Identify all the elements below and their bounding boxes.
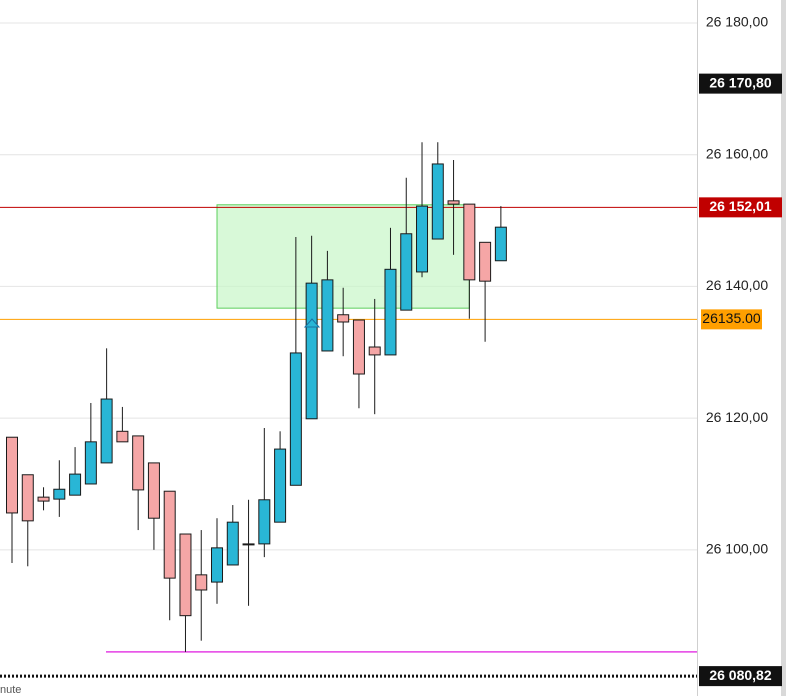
candle-body [132,435,145,491]
candle-body [416,205,429,273]
candle-body [321,279,334,352]
price-label-box [699,197,782,218]
candle-body [352,319,365,375]
candle-body [163,490,176,579]
scrollbar[interactable] [781,0,786,696]
candle-body [147,462,160,519]
price-label-box [699,73,782,94]
candle-body [337,314,350,323]
candle-body [447,200,460,205]
footer-text: nute [0,684,21,696]
candle-body [289,352,302,486]
price-label: 26 170,80 [709,74,771,90]
candle-body [84,441,97,485]
y-tick-label: 26 160,00 [706,145,768,161]
price-label-box [701,309,762,330]
price-label-box [699,666,782,687]
candle-body [226,521,239,566]
candle-body [116,430,129,443]
y-tick-label: 26 100,00 [706,541,768,557]
candle-body [400,233,413,311]
price-label: 26 152,01 [709,198,771,214]
candle-body [384,268,397,356]
candle-body [274,448,287,523]
y-tick-label: 26 120,00 [706,409,768,425]
candle-body [179,533,192,617]
marker [303,318,321,328]
candle-body [53,488,66,500]
candle-body [431,163,444,240]
candle-body [6,436,18,514]
candle-body [211,547,224,583]
candle-body [37,496,50,502]
y-tick-label: 26 180,00 [706,14,768,30]
candle-body [479,241,492,282]
candle-body [195,574,208,591]
price-label: 26 080,82 [709,667,771,683]
candle-body [69,473,82,496]
candle-body [242,543,255,546]
candle-body [494,226,507,262]
candle-body [258,499,271,545]
y-tick-label: 26 140,00 [706,277,768,293]
candle-body [100,398,113,464]
candle-body [368,346,381,356]
price-label: 26135.00 [702,310,761,326]
candle-body [463,203,476,281]
candle-body [21,474,34,522]
candle-body [305,282,318,420]
